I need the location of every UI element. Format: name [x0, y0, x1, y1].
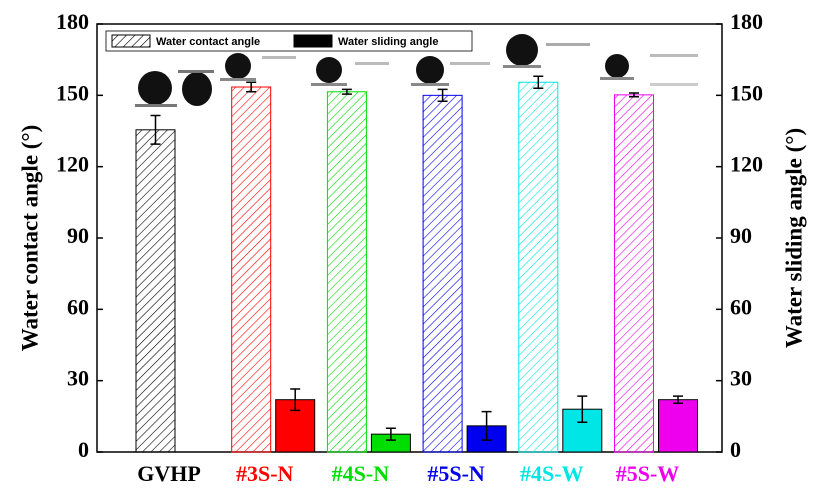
x-tick-label: #4S-N	[332, 461, 390, 486]
legend-swatch	[112, 35, 150, 47]
y-tick-label: 0	[78, 437, 89, 462]
y-axis-label: Water contact angle (°)	[17, 125, 42, 352]
y2-tick-label: 150	[730, 80, 763, 105]
bar	[327, 92, 366, 452]
x-tick-label: #5S-W	[616, 461, 680, 486]
y-tick-label: 150	[56, 80, 89, 105]
x-tick-label: #5S-N	[427, 461, 485, 486]
legend-label: Water contact angle	[156, 36, 260, 48]
y2-tick-label: 0	[730, 437, 741, 462]
y-tick-label: 120	[56, 152, 89, 177]
y-tick-label: 180	[56, 9, 89, 34]
y-tick-label: 30	[67, 366, 89, 391]
bar	[659, 400, 698, 452]
y2-tick-label: 180	[730, 9, 763, 34]
legend-swatch	[294, 35, 332, 47]
bar	[519, 82, 558, 452]
y-tick-label: 90	[67, 223, 89, 248]
legend-label: Water sliding angle	[338, 36, 438, 48]
y2-axis-label: Water sliding angle (°)	[781, 128, 806, 348]
y2-tick-label: 30	[730, 366, 752, 391]
y2-tick-label: 60	[730, 294, 752, 319]
x-tick-label: #4S-W	[520, 461, 584, 486]
bar	[136, 130, 175, 452]
x-tick-label: #3S-N	[236, 461, 294, 486]
y2-tick-label: 120	[730, 152, 763, 177]
y-tick-label: 60	[67, 294, 89, 319]
chart: Water contact angle (°) Water sliding an…	[0, 0, 816, 493]
bar	[423, 95, 462, 452]
bar	[232, 87, 271, 452]
x-tick-label: GVHP	[137, 461, 201, 486]
bar	[615, 95, 654, 452]
y2-tick-label: 90	[730, 223, 752, 248]
